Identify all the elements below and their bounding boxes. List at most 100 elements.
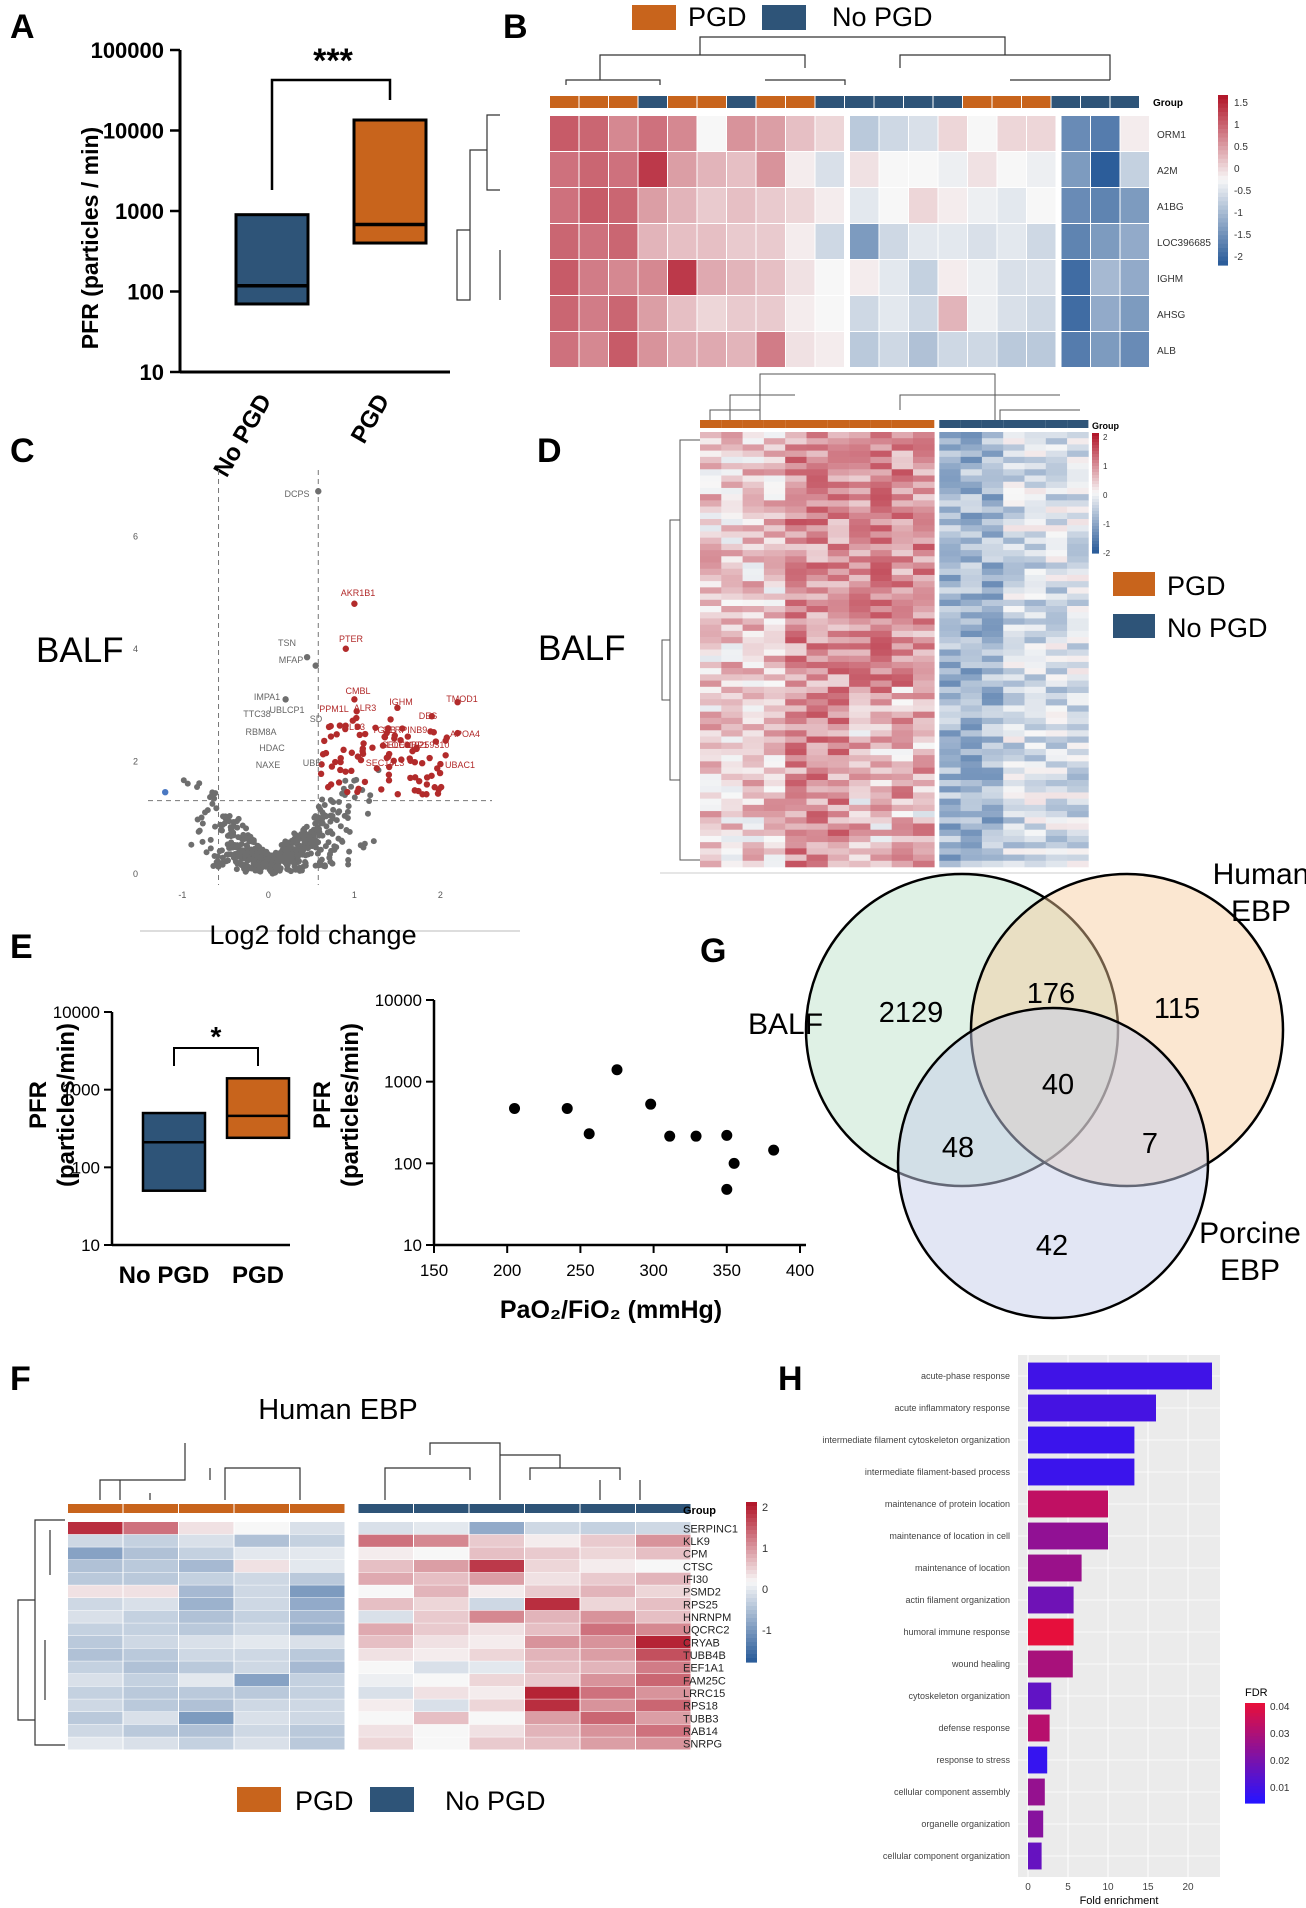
- f-colorbar-segment: [746, 1542, 757, 1547]
- c-point: [255, 862, 262, 869]
- d-colorbar-segment: [1092, 442, 1099, 446]
- d-heat-cell: [785, 786, 807, 793]
- e-significance-bracket: [173, 1047, 259, 1066]
- d-heat-cell: [849, 512, 871, 520]
- c-gene-label-significant: PLS3: [343, 722, 365, 732]
- b-group-cell: [697, 96, 726, 108]
- b-heat-cell: [756, 116, 785, 151]
- c-point: [254, 867, 261, 874]
- b-heat-cell: [697, 116, 726, 151]
- d-heat-cell: [827, 755, 850, 762]
- b-group-cell: [1022, 96, 1051, 108]
- b-heat-cell: [1061, 224, 1090, 259]
- b-colorbar-segment: [1218, 218, 1228, 224]
- b-heat-cell: [668, 152, 697, 187]
- d-heat-cell: [700, 742, 722, 750]
- d-heat-cell: [913, 755, 935, 762]
- f-colorbar-segment: [746, 1550, 757, 1555]
- d-colorbar-label: -2: [1103, 549, 1111, 558]
- f-heat-cell: [580, 1724, 635, 1737]
- f-heat-cell: [414, 1585, 469, 1598]
- b-heat-cell: [786, 188, 815, 223]
- d-heat-cell: [827, 767, 850, 775]
- d-colorbar-segment: [1092, 529, 1099, 533]
- h-fdr-colorbar-segment: [1245, 1716, 1265, 1721]
- d-heat-cell: [891, 562, 914, 570]
- f-heat-cell: [525, 1737, 580, 1750]
- d-heat-cell: [721, 842, 743, 849]
- e-scatter-point: [583, 1128, 595, 1140]
- c-point: [317, 846, 324, 853]
- d-colorbar-segment: [1092, 481, 1099, 485]
- d-heat-cell: [981, 649, 1004, 657]
- b-colorbar-segment: [1218, 175, 1228, 181]
- b-heat-cell: [997, 116, 1026, 151]
- c-point: [209, 800, 216, 807]
- e-category-no-pgd: No PGD: [119, 1262, 210, 1289]
- c-point: [282, 851, 289, 858]
- b-heat-cell: [638, 260, 667, 295]
- b-heat-cell: [579, 332, 608, 367]
- d-heat-cell: [1024, 730, 1047, 737]
- d-heat-cell: [721, 798, 743, 806]
- f-heat-cell: [68, 1699, 123, 1712]
- d-heat-cell: [849, 835, 871, 843]
- d-heat-cell: [700, 823, 722, 831]
- d-heat-cell: [763, 649, 786, 657]
- d-heat-cell: [939, 469, 961, 476]
- d-heat-cell: [1045, 481, 1068, 489]
- venn-circle-porcine: [896, 1006, 1210, 1320]
- d-heat-cell: [1045, 817, 1068, 824]
- c-point: [234, 842, 241, 849]
- d-heat-cell: [1045, 624, 1068, 632]
- d-heat-cell: [1003, 550, 1025, 557]
- h-bar: [1028, 1554, 1082, 1582]
- d-heat-cell: [891, 748, 914, 756]
- d-heat-cell: [981, 643, 1004, 650]
- d-heat-cell: [939, 581, 961, 588]
- f-heat-cell: [580, 1674, 635, 1687]
- d-heat-cell: [763, 674, 786, 681]
- d-heat-cell: [891, 587, 914, 594]
- d-heat-cell: [721, 755, 743, 762]
- d-heat-cell: [870, 432, 892, 439]
- b-heat-cell: [815, 224, 844, 259]
- d-heat-cell: [981, 475, 1004, 483]
- f-heat-cell: [580, 1610, 635, 1623]
- d-heat-cell: [849, 780, 871, 787]
- d-heat-cell: [913, 767, 935, 775]
- d-heat-cell: [785, 835, 807, 843]
- d-heat-cell: [827, 512, 850, 520]
- b-colorbar-segment: [1218, 201, 1228, 207]
- f-heat-cell: [68, 1636, 123, 1649]
- c-point-significant: [426, 754, 433, 762]
- f-heat-cell: [580, 1560, 635, 1573]
- d-heat-cell: [939, 481, 961, 489]
- d-heat-cell: [891, 568, 914, 576]
- d-heat-cell: [849, 456, 871, 464]
- d-heat-cell: [913, 450, 935, 458]
- d-heat-cell: [763, 661, 786, 669]
- d-heat-cell: [742, 593, 765, 601]
- c-point-labeled: [437, 760, 444, 768]
- e-scatter-y-tick-label: 10: [403, 1236, 422, 1255]
- d-heat-cell: [891, 705, 914, 712]
- b-heat-cell: [1120, 224, 1149, 259]
- d-heat-cell: [785, 742, 807, 750]
- c-point-labeled: [428, 713, 435, 720]
- b-heat-cell: [638, 296, 667, 331]
- c-gene-label-significant: SERPINB9: [383, 725, 428, 735]
- d-heat-cell: [700, 487, 722, 495]
- d-group-cell: [806, 420, 828, 428]
- f-row-label: TUBB4B: [683, 1650, 726, 1662]
- b-heat-cell: [786, 296, 815, 331]
- b-heat-cell: [879, 188, 908, 223]
- c-point-significant: [340, 746, 347, 754]
- d-heat-cell: [849, 525, 871, 532]
- b-heat-cell: [1120, 188, 1149, 223]
- panel-letter-a: A: [10, 8, 35, 46]
- f-heat-cell: [234, 1534, 289, 1547]
- f-row-label: FAM25C: [683, 1675, 726, 1687]
- d-heat-cell: [763, 804, 786, 812]
- d-heat-cell: [700, 556, 722, 563]
